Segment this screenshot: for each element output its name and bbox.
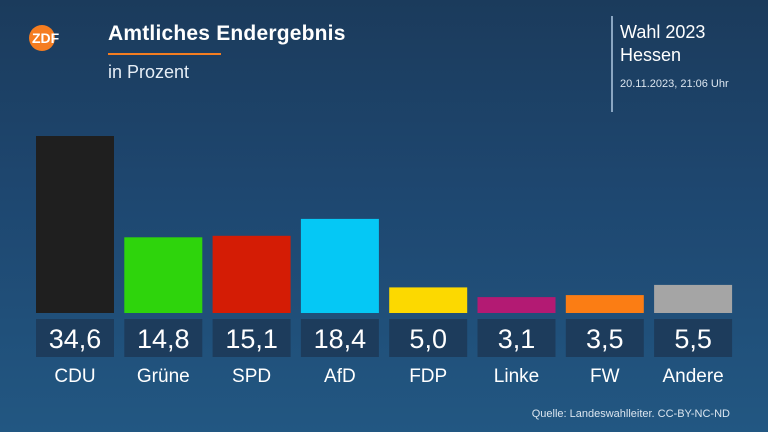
category-label: FW <box>590 366 620 387</box>
bar-andere <box>654 284 733 313</box>
election-region: Hessen <box>620 45 682 65</box>
bar-linke <box>477 297 556 313</box>
value-label: 18,4 <box>314 324 367 354</box>
timestamp: 20.11.2023, 21:06 Uhr <box>620 78 729 90</box>
category-label: Grüne <box>137 366 190 387</box>
bar-cdu <box>36 136 114 313</box>
election-name: Wahl 2023 <box>620 22 706 42</box>
zdf-logo: ZDF <box>29 25 60 51</box>
chart-subtitle: in Prozent <box>108 62 190 82</box>
chart-title: Amtliches Endergebnis <box>108 22 346 45</box>
value-box <box>212 319 291 357</box>
value-label: 5,5 <box>674 324 712 354</box>
bar-fdp <box>389 287 468 313</box>
bar-grüne <box>124 237 203 313</box>
value-box <box>300 319 379 357</box>
title-underline <box>108 53 221 55</box>
value-box <box>124 319 203 357</box>
value-box <box>477 319 556 357</box>
value-label: 3,5 <box>586 324 624 354</box>
value-label: 34,6 <box>49 324 102 354</box>
value-label: 5,0 <box>409 324 447 354</box>
value-box <box>565 319 644 357</box>
value-label: 3,1 <box>498 324 536 354</box>
category-label: SPD <box>232 366 271 387</box>
value-box <box>389 319 468 357</box>
logo-text: ZDF <box>32 30 60 46</box>
category-label: Linke <box>494 366 539 387</box>
bar-fw <box>565 295 644 313</box>
value-box <box>36 319 114 357</box>
category-label: CDU <box>54 366 95 387</box>
category-label: FDP <box>409 366 447 387</box>
bar-afd <box>300 218 379 313</box>
value-label: 15,1 <box>225 324 278 354</box>
bar-spd <box>212 235 291 313</box>
source-note: Quelle: Landeswahlleiter. CC-BY-NC-ND <box>531 408 730 420</box>
category-label: Andere <box>662 366 723 387</box>
info-divider <box>611 16 613 112</box>
value-label: 14,8 <box>137 324 190 354</box>
value-box <box>654 319 733 357</box>
category-label: AfD <box>324 366 356 387</box>
